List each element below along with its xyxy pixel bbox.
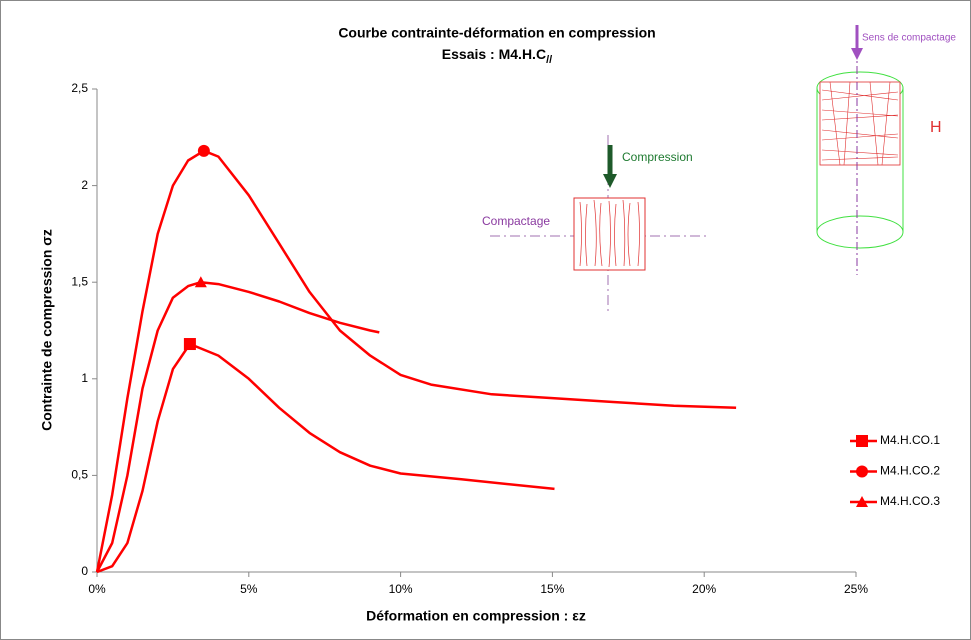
y-axis-label: Contrainte de compression σz: [39, 229, 55, 431]
cylinder-diagram: [816, 25, 904, 275]
y-tick-label: 2,5: [71, 81, 88, 95]
series-line: [96, 342, 555, 574]
x-tick-label: 25%: [844, 582, 868, 596]
y-tick-label: 0,5: [71, 468, 88, 482]
y-tick-label: 1,5: [71, 274, 88, 288]
chart-subtitle: Essais : M4.H.C//: [442, 46, 552, 66]
marker: [194, 276, 207, 288]
legend-marker: [856, 435, 868, 447]
legend-label: M4.H.CO.3: [880, 494, 940, 508]
legend-label: M4.H.CO.2: [880, 464, 940, 478]
y-tick-label: 0: [81, 564, 88, 578]
annotation: Compression: [622, 150, 693, 164]
x-tick-label: 20%: [692, 582, 716, 596]
legend-marker: [856, 496, 868, 507]
chart-title: Courbe contrainte-déformation en compres…: [338, 25, 655, 41]
x-tick-label: 15%: [540, 582, 564, 596]
marker: [197, 144, 210, 157]
y-tick-label: 2: [81, 178, 88, 192]
x-tick-label: 5%: [240, 582, 258, 596]
x-tick-label: 10%: [389, 582, 413, 596]
series-line: [95, 149, 737, 573]
annotation: Sens de compactage: [862, 33, 956, 44]
x-tick-label: 0%: [88, 582, 106, 596]
marker: [183, 338, 196, 351]
x-axis-label: Déformation en compression : εz: [366, 608, 586, 624]
subtitle-main: Essais : M4.H.C: [442, 46, 546, 62]
legend-label: M4.H.CO.1: [880, 433, 940, 447]
y-tick-label: 1: [81, 371, 88, 385]
subtitle-sub: //: [546, 54, 552, 66]
specimen-diagram: [490, 135, 710, 312]
legend-marker: [856, 465, 868, 478]
annotation: H: [930, 119, 942, 136]
annotation: Compactage: [482, 214, 550, 228]
